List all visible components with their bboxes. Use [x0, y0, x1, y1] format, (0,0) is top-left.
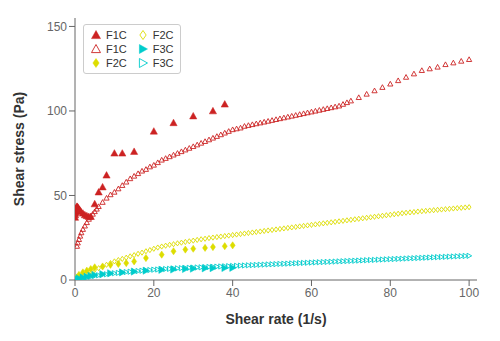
- svg-text:50: 50: [54, 189, 68, 203]
- svg-text:Shear rate (1/s): Shear rate (1/s): [225, 311, 326, 327]
- html-text:F3C: F3C: [152, 57, 174, 69]
- svg-text:40: 40: [226, 286, 240, 300]
- svg-text:150: 150: [47, 20, 67, 34]
- html-text:F2C: F2C: [152, 29, 174, 41]
- svg-text:80: 80: [384, 286, 398, 300]
- html-text:F3C: F3C: [152, 43, 174, 55]
- svg-text:Shear stress (Pa): Shear stress (Pa): [11, 92, 27, 206]
- svg-text:0: 0: [60, 273, 67, 287]
- svg-text:60: 60: [305, 286, 319, 300]
- html-text:F1C: F1C: [106, 29, 127, 41]
- svg-text:100: 100: [459, 286, 479, 300]
- html-text:F2C: F2C: [106, 57, 127, 69]
- svg-text:100: 100: [47, 104, 67, 118]
- svg-text:0: 0: [72, 286, 79, 300]
- html-text:F1C: F1C: [106, 43, 127, 55]
- svg-text:20: 20: [147, 286, 161, 300]
